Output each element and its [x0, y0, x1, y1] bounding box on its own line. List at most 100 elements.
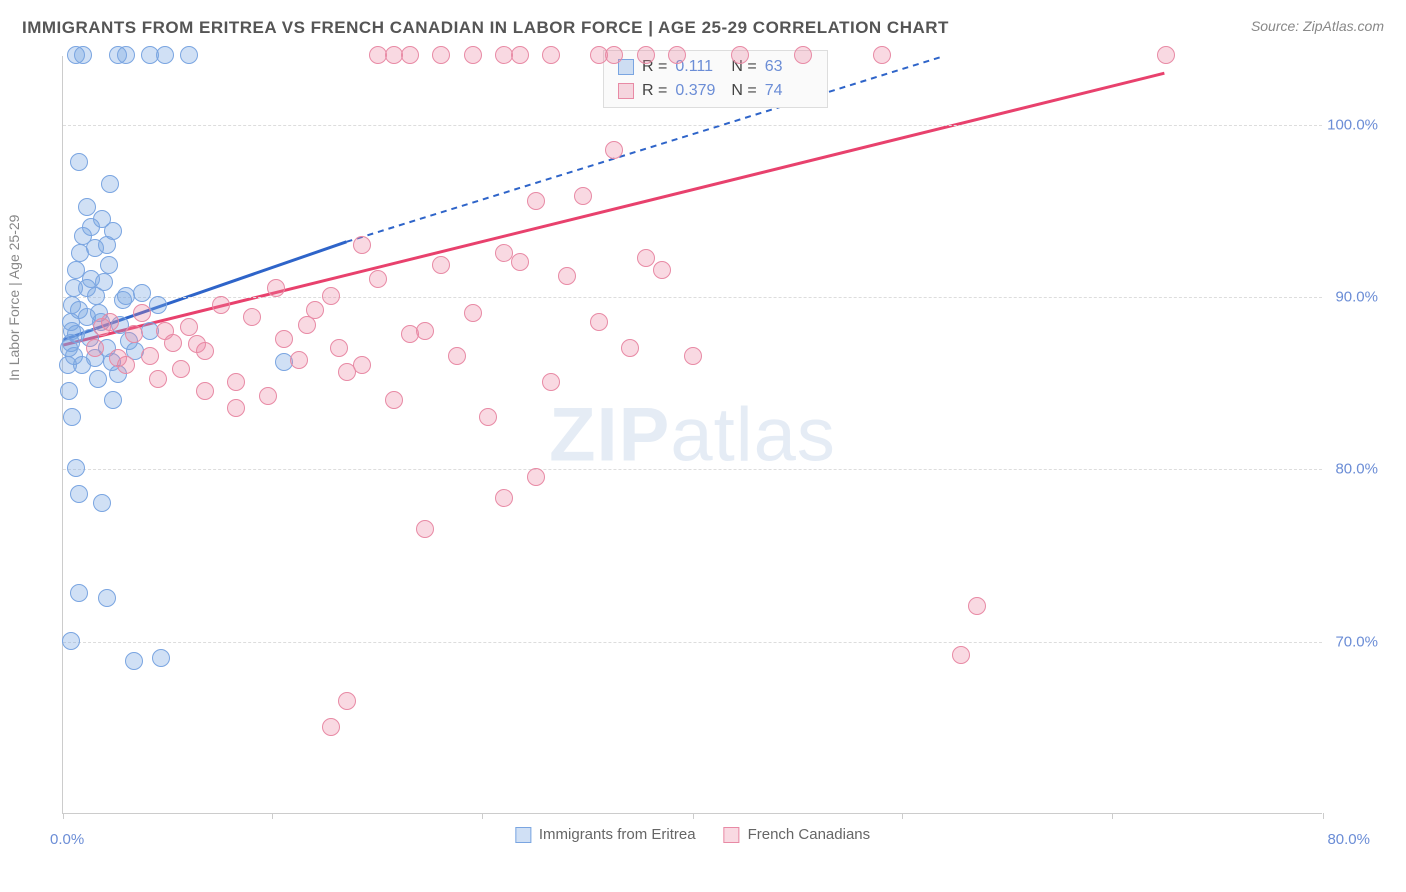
- scatter-point: [322, 287, 340, 305]
- legend-swatch: [724, 827, 740, 843]
- scatter-point: [968, 597, 986, 615]
- scatter-point: [74, 227, 92, 245]
- x-tick: [272, 813, 273, 819]
- watermark-bold: ZIP: [549, 392, 670, 477]
- scatter-point: [385, 391, 403, 409]
- stats-legend-row: R =0.379N =74: [618, 79, 813, 103]
- x-tick: [902, 813, 903, 819]
- gridline: [63, 125, 1322, 126]
- scatter-point: [212, 296, 230, 314]
- scatter-point: [188, 335, 206, 353]
- scatter-point: [59, 356, 77, 374]
- scatter-point: [67, 261, 85, 279]
- scatter-point: [511, 46, 529, 64]
- scatter-point: [432, 256, 450, 274]
- bottom-legend: Immigrants from Eritrea French Canadians: [515, 826, 870, 843]
- scatter-point: [416, 520, 434, 538]
- scatter-point: [109, 349, 127, 367]
- x-tick: [693, 813, 694, 819]
- x-tick: [1112, 813, 1113, 819]
- legend-item: French Canadians: [724, 826, 871, 843]
- plot-area: ZIPatlas R =0.111N =63R =0.379N =74 Immi…: [62, 56, 1322, 814]
- scatter-point: [70, 584, 88, 602]
- scatter-point: [290, 351, 308, 369]
- chart-title: IMMIGRANTS FROM ERITREA VS FRENCH CANADI…: [22, 18, 949, 38]
- scatter-point: [1157, 46, 1175, 64]
- scatter-point: [180, 318, 198, 336]
- scatter-point: [63, 408, 81, 426]
- scatter-point: [558, 267, 576, 285]
- scatter-point: [101, 175, 119, 193]
- legend-swatch: [618, 83, 634, 99]
- scatter-point: [60, 339, 78, 357]
- scatter-point: [180, 46, 198, 64]
- scatter-point: [227, 399, 245, 417]
- scatter-point: [275, 330, 293, 348]
- scatter-point: [330, 339, 348, 357]
- scatter-point: [71, 244, 89, 262]
- scatter-point: [621, 339, 639, 357]
- scatter-point: [243, 308, 261, 326]
- gridline: [63, 469, 1322, 470]
- scatter-point: [70, 485, 88, 503]
- scatter-point: [590, 313, 608, 331]
- scatter-point: [172, 360, 190, 378]
- x-right-label: 80.0%: [1327, 831, 1370, 848]
- scatter-point: [152, 649, 170, 667]
- source-label: Source: ZipAtlas.com: [1251, 18, 1384, 34]
- scatter-point: [125, 652, 143, 670]
- x-left-label: 0.0%: [50, 831, 84, 848]
- scatter-point: [527, 468, 545, 486]
- scatter-point: [338, 692, 356, 710]
- scatter-point: [98, 589, 116, 607]
- gridline: [63, 642, 1322, 643]
- scatter-point: [196, 382, 214, 400]
- chart-area: In Labor Force | Age 25-29 ZIPatlas R =0…: [22, 46, 1382, 866]
- scatter-point: [873, 46, 891, 64]
- legend-label: Immigrants from Eritrea: [539, 826, 696, 843]
- scatter-point: [117, 46, 135, 64]
- legend-label: French Canadians: [748, 826, 871, 843]
- scatter-point: [637, 46, 655, 64]
- scatter-point: [353, 236, 371, 254]
- scatter-point: [731, 46, 749, 64]
- x-tick: [63, 813, 64, 819]
- scatter-point: [353, 356, 371, 374]
- scatter-point: [74, 46, 92, 64]
- watermark: ZIPatlas: [549, 391, 836, 478]
- scatter-point: [637, 249, 655, 267]
- scatter-point: [86, 339, 104, 357]
- scatter-point: [479, 408, 497, 426]
- scatter-point: [259, 387, 277, 405]
- scatter-point: [574, 187, 592, 205]
- scatter-point: [542, 373, 560, 391]
- scatter-point: [369, 270, 387, 288]
- scatter-point: [495, 489, 513, 507]
- scatter-point: [104, 222, 122, 240]
- scatter-point: [464, 304, 482, 322]
- r-label: R =: [642, 79, 667, 103]
- scatter-point: [267, 279, 285, 297]
- scatter-point: [156, 46, 174, 64]
- trend-lines: [63, 56, 1322, 813]
- scatter-point: [322, 718, 340, 736]
- scatter-point: [104, 391, 122, 409]
- y-tick-label: 70.0%: [1335, 633, 1378, 650]
- scatter-point: [125, 325, 143, 343]
- gridline: [63, 297, 1322, 298]
- scatter-point: [100, 256, 118, 274]
- y-tick-label: 80.0%: [1335, 461, 1378, 478]
- scatter-point: [149, 296, 167, 314]
- scatter-point: [95, 273, 113, 291]
- scatter-point: [60, 382, 78, 400]
- scatter-point: [133, 284, 151, 302]
- n-value: 74: [765, 79, 813, 103]
- scatter-point: [93, 494, 111, 512]
- scatter-point: [448, 347, 466, 365]
- scatter-point: [952, 646, 970, 664]
- scatter-point: [668, 46, 686, 64]
- scatter-point: [93, 318, 111, 336]
- r-value: 0.379: [675, 79, 723, 103]
- scatter-point: [78, 198, 96, 216]
- scatter-point: [149, 370, 167, 388]
